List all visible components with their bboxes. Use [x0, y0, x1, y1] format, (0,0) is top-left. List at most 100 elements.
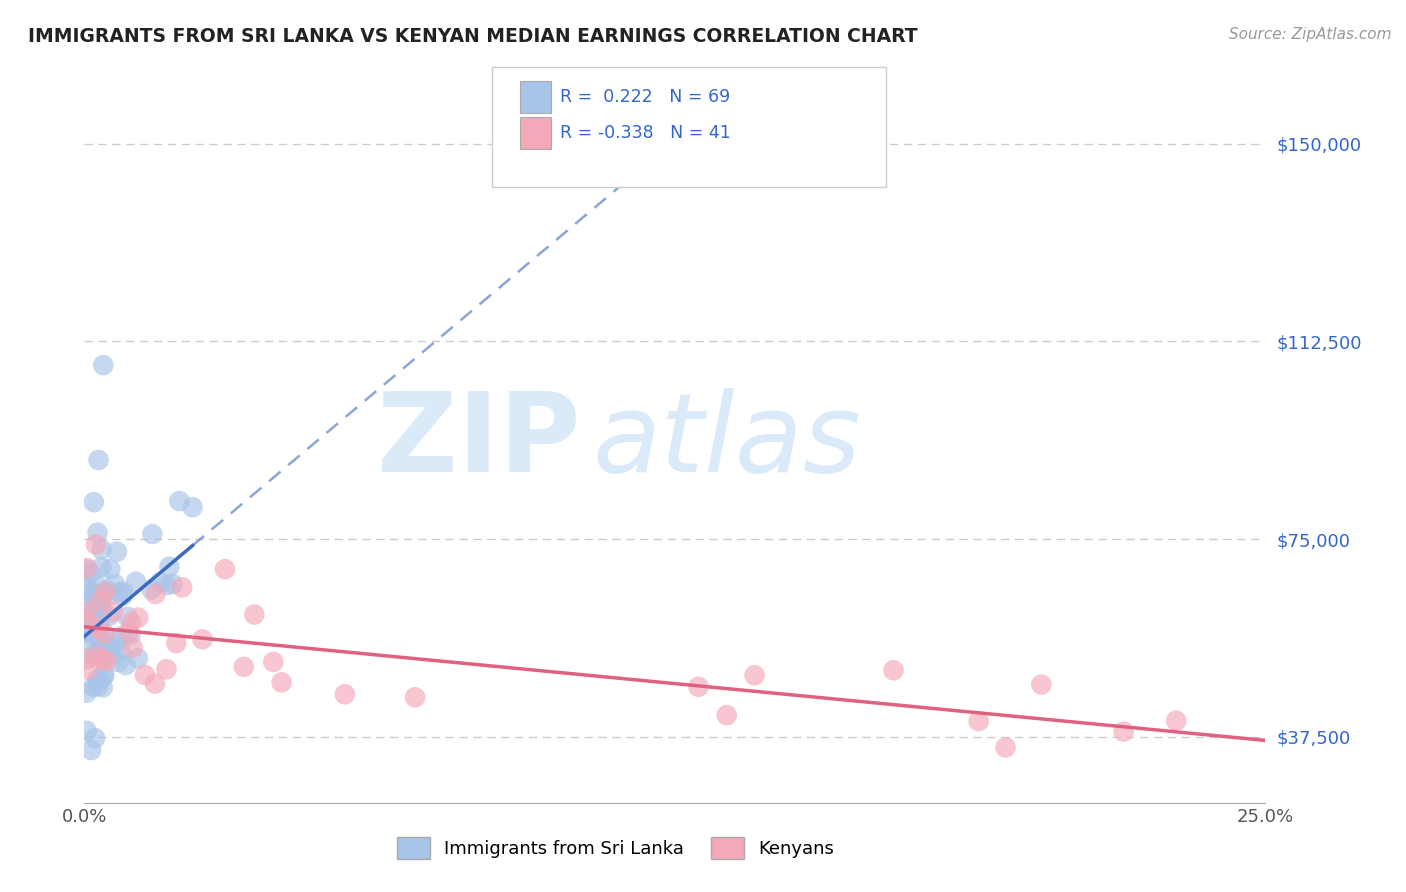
Text: R = -0.338   N = 41: R = -0.338 N = 41 [560, 124, 730, 142]
Point [243, 607, 266, 622]
Point [90, 542, 112, 557]
Point [1166, 714, 1188, 728]
Point [87, 453, 110, 467]
Point [87, 621, 110, 635]
Point [172, 580, 194, 594]
Point [994, 740, 1017, 755]
Point [232, 660, 254, 674]
Point [1031, 677, 1053, 691]
Point [89, 628, 111, 642]
Point [155, 578, 177, 592]
Point [333, 687, 356, 701]
Point [76, 580, 98, 594]
Point [90, 593, 112, 607]
Point [162, 577, 184, 591]
Point [76, 663, 98, 677]
Point [744, 668, 766, 682]
Point [89, 673, 111, 688]
Text: R =  0.222   N = 69: R = 0.222 N = 69 [560, 88, 730, 106]
Point [76, 608, 98, 623]
Point [96, 582, 118, 597]
Point [688, 680, 710, 694]
Point [262, 655, 284, 669]
Legend: Immigrants from Sri Lanka, Kenyans: Immigrants from Sri Lanka, Kenyans [391, 830, 841, 866]
Point [91, 605, 114, 619]
Point [110, 630, 132, 644]
Point [77, 625, 100, 640]
Point [76, 623, 98, 637]
Point [80, 637, 103, 651]
Point [83, 647, 105, 661]
Point [112, 584, 135, 599]
Point [76, 686, 98, 700]
Point [111, 589, 134, 603]
Point [93, 669, 115, 683]
Point [181, 500, 204, 515]
Point [165, 636, 187, 650]
Point [120, 628, 142, 642]
Text: Source: ZipAtlas.com: Source: ZipAtlas.com [1229, 27, 1392, 42]
Point [127, 651, 149, 665]
Point [89, 614, 111, 628]
Point [76, 604, 98, 618]
Text: ZIP: ZIP [377, 388, 581, 495]
Point [86, 599, 108, 613]
Point [91, 652, 114, 666]
Point [87, 679, 110, 693]
Point [143, 676, 166, 690]
Point [94, 585, 117, 599]
Point [76, 652, 98, 666]
Point [84, 731, 107, 746]
Point [76, 723, 98, 738]
Point [80, 566, 103, 581]
Point [94, 591, 117, 605]
Point [118, 624, 141, 639]
Point [93, 667, 115, 681]
Point [101, 648, 124, 662]
Point [79, 597, 101, 611]
Point [76, 563, 98, 577]
Point [214, 562, 236, 576]
Point [93, 627, 115, 641]
Point [108, 585, 131, 599]
Point [883, 663, 905, 677]
Point [86, 648, 108, 663]
Point [94, 639, 117, 653]
Point [117, 609, 139, 624]
Point [96, 654, 118, 668]
Point [134, 668, 156, 682]
Point [967, 714, 990, 728]
Point [121, 640, 143, 655]
Point [100, 562, 122, 576]
Point [105, 544, 128, 558]
Point [84, 537, 107, 551]
Point [98, 639, 121, 653]
Text: IMMIGRANTS FROM SRI LANKA VS KENYAN MEDIAN EARNINGS CORRELATION CHART: IMMIGRANTS FROM SRI LANKA VS KENYAN MEDI… [28, 27, 918, 45]
Point [90, 634, 112, 648]
Point [83, 650, 105, 665]
Point [125, 574, 148, 589]
Point [149, 575, 172, 590]
Point [1112, 724, 1135, 739]
Point [93, 639, 115, 653]
Point [94, 648, 117, 663]
Point [115, 658, 138, 673]
Point [90, 560, 112, 574]
Point [270, 675, 292, 690]
Point [82, 680, 104, 694]
Point [76, 584, 98, 599]
Point [83, 495, 105, 509]
Point [141, 582, 163, 597]
Point [76, 613, 98, 627]
Point [86, 525, 108, 540]
Text: atlas: atlas [592, 388, 860, 495]
Point [169, 494, 191, 508]
Point [104, 635, 127, 649]
Point [404, 690, 426, 705]
Point [90, 632, 112, 646]
Point [83, 586, 105, 600]
Point [120, 615, 142, 630]
Point [86, 579, 108, 593]
Point [89, 640, 111, 655]
Point [76, 561, 98, 575]
